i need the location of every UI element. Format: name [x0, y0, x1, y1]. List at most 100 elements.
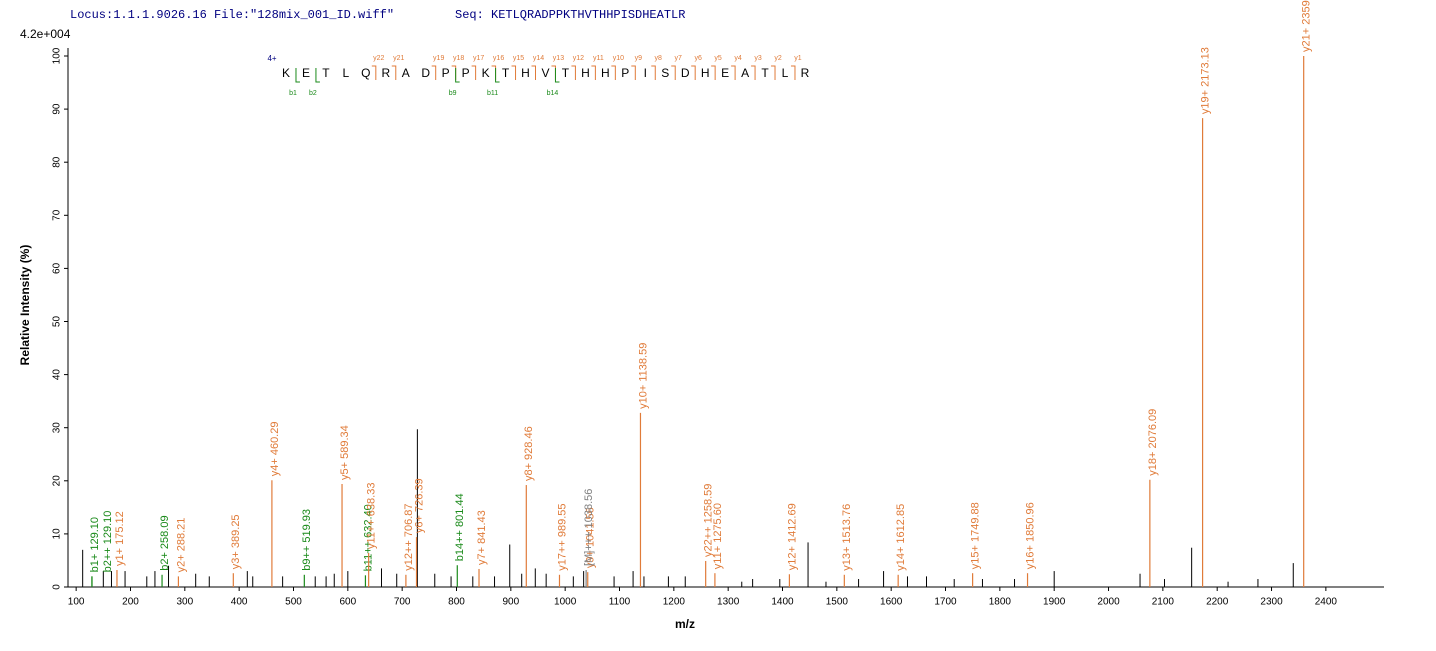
y-tick-label: 0 [52, 584, 63, 590]
sequence-label: Seq: KETLQRADPPKTHVTHHPISDHEATLR [455, 8, 685, 22]
x-tick-label: 1500 [826, 597, 849, 608]
peak-label: y7+ 841.43 [476, 510, 488, 565]
x-axis-title: m/z [675, 617, 695, 631]
peak-label: b2+ 258.09 [159, 515, 171, 570]
x-tick-label: 1200 [663, 597, 686, 608]
residue: H [701, 66, 710, 80]
peak-label: b11++ 632.40 [362, 504, 374, 571]
x-tick-label: 900 [502, 597, 519, 608]
y-tick-label: 60 [52, 262, 63, 274]
residue: H [581, 66, 590, 80]
peak-label: y11++ 638.33 [366, 483, 378, 549]
y-bracket [771, 65, 776, 80]
peak-label: y2+ 288.21 [175, 518, 187, 573]
peak-label: y12+ 1412.69 [786, 503, 798, 570]
b-ion-label: b14 [547, 90, 559, 97]
y-tick-label: 40 [52, 369, 63, 381]
charge: 4+ [267, 54, 276, 63]
x-tick-label: 1600 [880, 597, 903, 608]
x-tick-label: 2000 [1097, 597, 1120, 608]
peak-label: y22++ 1258.59 [703, 484, 715, 557]
peak-label: b14++ 801.44 [454, 493, 466, 561]
residue: T [502, 66, 510, 80]
residue: E [302, 66, 310, 80]
y-ion-label: y16 [493, 55, 504, 62]
y-ion-label: y6 [694, 55, 702, 62]
peak-label: y14+ 1612.85 [895, 504, 907, 571]
peak-label: y12++ 706.87 [403, 503, 415, 570]
b-bracket [295, 68, 300, 83]
b-bracket [315, 68, 320, 83]
residue: H [601, 66, 610, 80]
b-ion-label: b2 [309, 90, 317, 97]
peak-label: y3+ 389.25 [230, 514, 242, 569]
b-bracket [455, 68, 460, 83]
y-ion-label: y3 [754, 55, 762, 62]
y-bracket [731, 65, 736, 80]
x-tick-label: 1700 [934, 597, 957, 608]
peak-label: y11+ 1275.60 [712, 503, 724, 569]
y-bracket [551, 65, 556, 80]
residue: Q [361, 66, 370, 80]
residue: P [621, 66, 629, 80]
y-ion-label: y1 [794, 55, 802, 62]
y-bracket [471, 65, 477, 80]
residue: K [282, 66, 290, 80]
peak-label: b2++ 129.10 [102, 511, 114, 573]
x-tick-label: 600 [339, 597, 356, 608]
x-tick-label: 300 [176, 597, 193, 608]
residue: R [801, 66, 810, 80]
y-tick-label: 50 [52, 316, 63, 328]
peak-label: y5+ 589.34 [339, 425, 351, 480]
y-ion-label: y10 [613, 55, 624, 62]
y-ion-label: y19 [433, 55, 444, 62]
b-bracket [554, 68, 560, 83]
y-bracket [371, 65, 377, 80]
peak-label: y8+ 928.46 [523, 426, 535, 481]
residue: A [402, 66, 410, 80]
y-bracket [631, 65, 636, 80]
residue: V [541, 66, 549, 80]
residue: D [681, 66, 690, 80]
y-bracket [591, 65, 596, 80]
y-bracket [531, 65, 536, 80]
peak-label: y17++ 989.55 [556, 503, 568, 570]
residue: T [562, 66, 570, 80]
y-bracket [431, 65, 437, 80]
residue: R [381, 66, 390, 80]
peak-label: y15+ 1749.88 [970, 502, 982, 569]
y-bracket [571, 65, 576, 80]
peak-label: y21+ 2359.20 [1301, 0, 1313, 52]
y-bracket [451, 65, 457, 80]
y-tick-label: 30 [52, 422, 63, 434]
y-bracket [611, 65, 616, 80]
y-tick-label: 20 [52, 475, 63, 487]
y-tick-label: 10 [52, 528, 63, 540]
peak-label: y13+ 1513.76 [841, 504, 853, 571]
x-tick-label: 1900 [1043, 597, 1066, 608]
y-ion-label: y21 [393, 55, 404, 62]
y-bracket [751, 65, 756, 80]
x-tick-label: 500 [285, 597, 302, 608]
max-intensity: 4.2e+004 [20, 27, 71, 41]
locus: Locus:1.1.1.9026.16 File:"128mix_001_ID.… [70, 8, 394, 22]
residue: A [741, 66, 749, 80]
y-axis-title: Relative Intensity (%) [18, 245, 32, 366]
y-bracket [651, 65, 656, 80]
y-ion-label: y5 [714, 55, 722, 62]
x-tick-label: 100 [68, 597, 85, 608]
y-tick-label: 70 [52, 209, 63, 221]
residue: I [644, 66, 647, 80]
residue: T [322, 66, 330, 80]
y-ion-label: y14 [533, 55, 544, 62]
x-tick-label: 700 [394, 597, 411, 608]
x-tick-label: 1300 [717, 597, 740, 608]
residue: K [482, 66, 490, 80]
b-bracket [495, 68, 500, 83]
x-tick-label: 1000 [554, 597, 577, 608]
peak-label: b1+ 129.10 [89, 517, 101, 572]
residue: L [782, 66, 789, 80]
b-ion-label: b9 [449, 90, 457, 97]
peak-label: y19+ 2173.13 [1199, 47, 1211, 114]
